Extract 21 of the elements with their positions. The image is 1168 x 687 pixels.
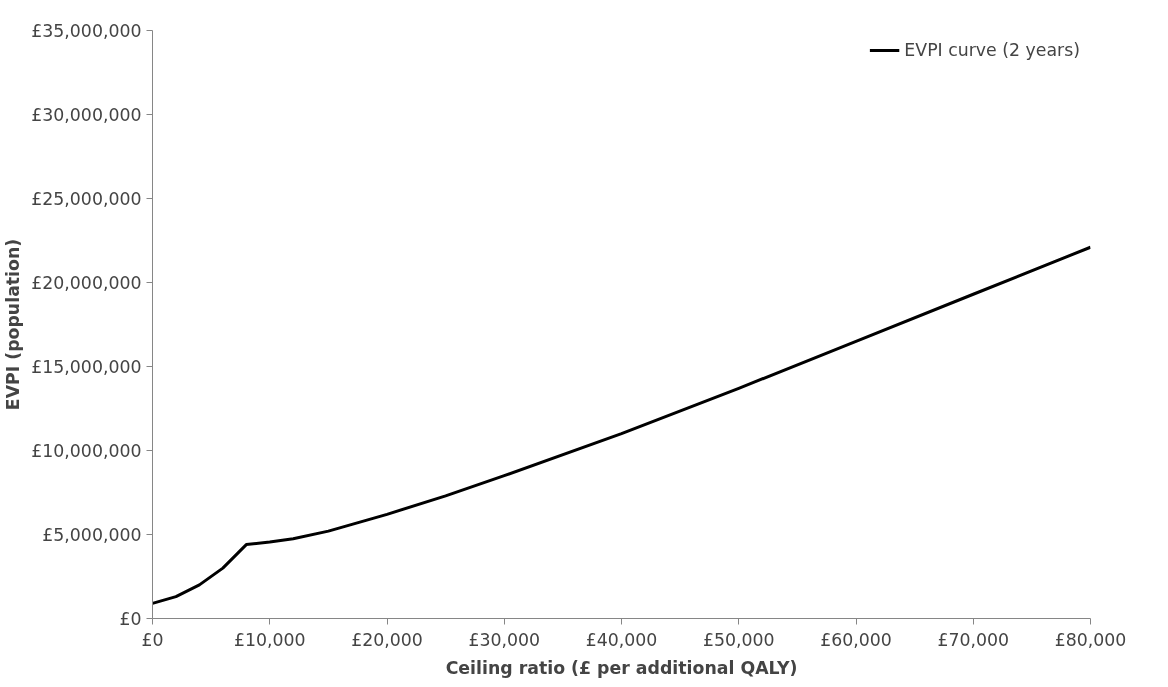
legend-label: EVPI curve (2 years) <box>904 40 1080 60</box>
y-tick-label: £15,000,000 <box>31 356 142 377</box>
line-series <box>152 245 1091 605</box>
y-tick-label: £25,000,000 <box>31 188 142 209</box>
y-tick-label: £35,000,000 <box>31 20 142 41</box>
x-tick-label: £60,000 <box>820 629 892 650</box>
y-axis-title: EVPI (population) <box>3 238 24 411</box>
y-tick-label: £30,000,000 <box>31 104 142 125</box>
x-tick-label: £30,000 <box>468 629 541 650</box>
x-tick-label: £70,000 <box>937 629 1010 650</box>
x-tick-label: £20,000 <box>351 629 423 650</box>
y-tick-label: £20,000,000 <box>31 272 142 293</box>
x-tick-label: £40,000 <box>585 629 658 650</box>
x-tick-label: £50,000 <box>702 629 775 650</box>
x-axis-title: Ceiling ratio (£ per additional QALY) <box>445 657 798 678</box>
y-tick-label: £10,000,000 <box>31 440 142 461</box>
y-tick-label: £5,000,000 <box>42 524 142 545</box>
y-tick-label: £0 <box>119 608 142 629</box>
x-tick-label: £0 <box>141 629 164 650</box>
x-tick-label: £10,000 <box>233 629 306 650</box>
x-tick-label: £80,000 <box>1054 629 1127 650</box>
